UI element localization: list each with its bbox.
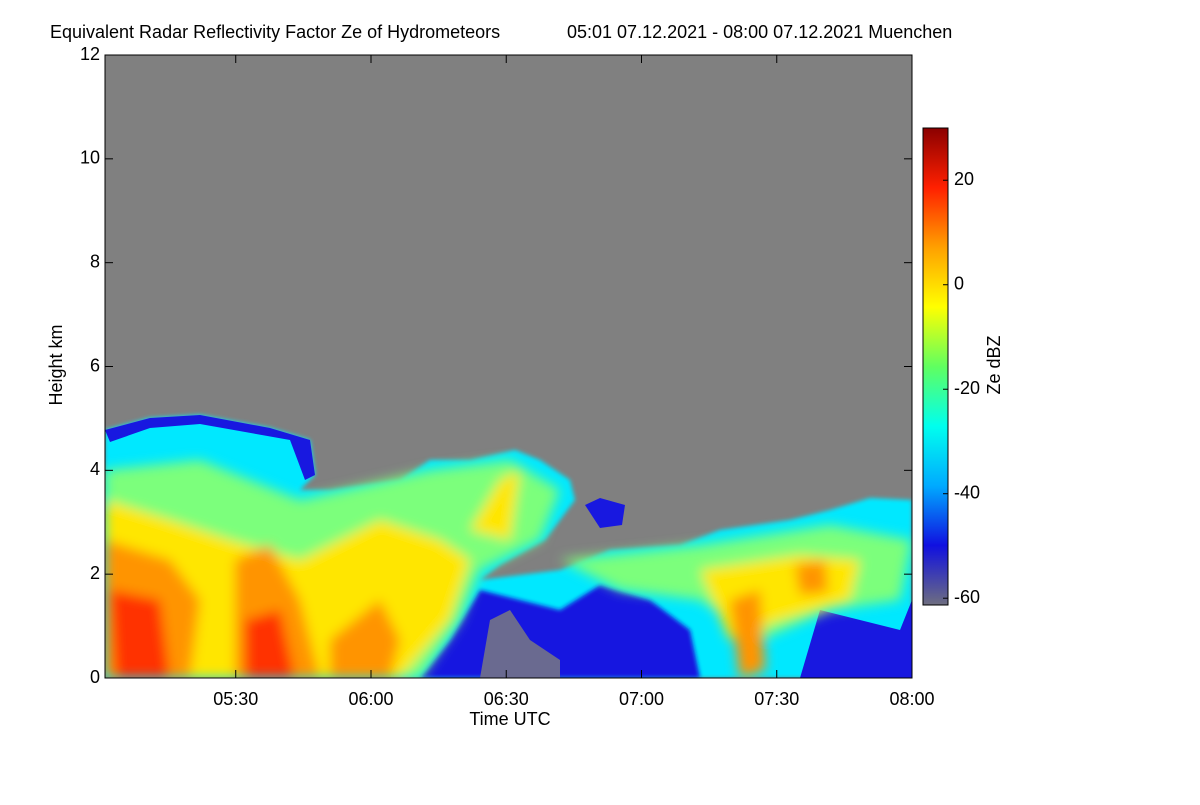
chart-title: Equivalent Radar Reflectivity Factor Ze … [50,22,500,42]
x-tick-label: 05:30 [213,689,258,709]
x-tick-label: 06:00 [348,689,393,709]
y-tick-label: 12 [80,44,100,64]
y-tick-label: 8 [90,251,100,271]
y-tick-label: 2 [90,563,100,583]
colorbar-tick-label: -20 [954,378,980,398]
y-tick-label: 0 [90,667,100,687]
x-tick-label: 07:30 [754,689,799,709]
colorbar-tick-label: 0 [954,273,964,293]
colorbar-label: Ze dBZ [984,335,1004,394]
colorbar [922,127,949,606]
y-tick-label: 10 [80,148,100,168]
chart-subtitle: 05:01 07.12.2021 - 08:00 07.12.2021 Muen… [567,22,952,42]
y-tick-label: 4 [90,459,100,479]
y-tick-label: 6 [90,355,100,375]
x-tick-label: 06:30 [484,689,529,709]
colorbar-tick-label: -40 [954,482,980,502]
x-tick-label: 07:00 [619,689,664,709]
colorbar-tick-label: 20 [954,169,974,189]
y-axis-label: Height km [46,324,66,405]
colorbar-tick-label: -60 [954,587,980,607]
x-axis-label: Time UTC [469,709,550,729]
x-tick-label: 08:00 [889,689,934,709]
radar-field [105,55,912,678]
